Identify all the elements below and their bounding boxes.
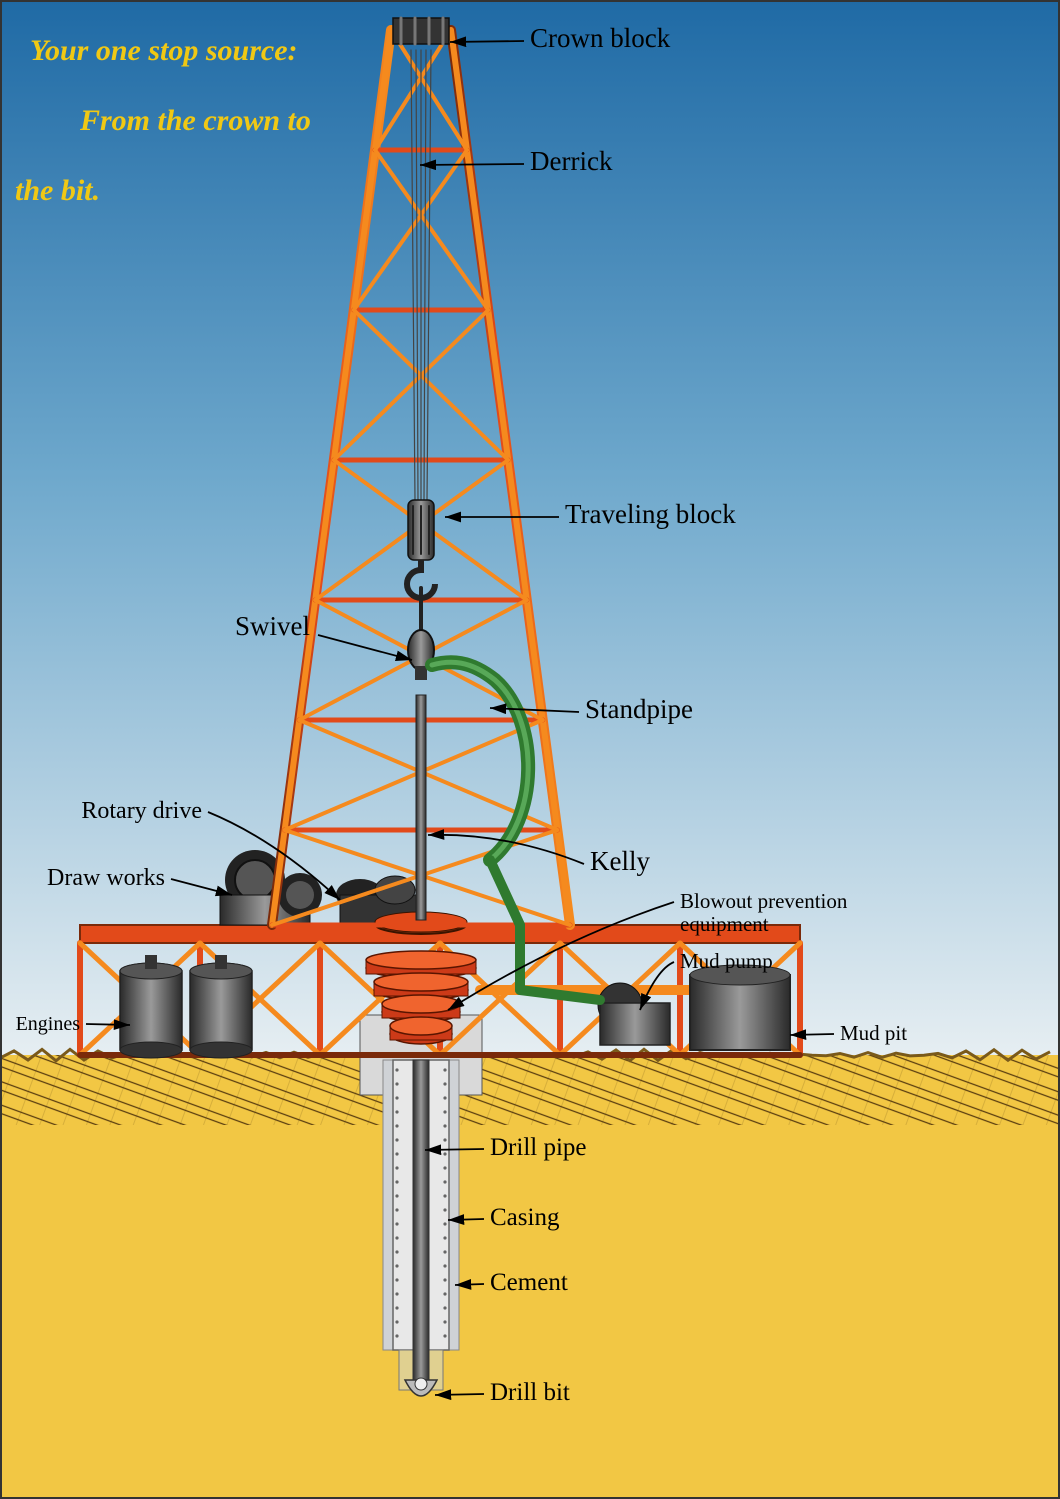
- label-text-draw-works: Draw works: [47, 865, 165, 891]
- label-text-rotary-drive: Rotary drive: [81, 798, 202, 824]
- bop-stack: [390, 1017, 452, 1035]
- traveling-block: [408, 500, 434, 560]
- soil-hatch: [0, 1055, 1060, 1125]
- label-text-derrick: Derrick: [530, 146, 613, 176]
- label-text-mud-pump: Mud pump: [680, 949, 773, 973]
- crown-block: [393, 18, 449, 44]
- label-text-bop: equipment: [680, 912, 769, 936]
- drill-pipe: [413, 1060, 429, 1380]
- label-text-traveling-block: Traveling block: [565, 499, 736, 529]
- engine-2: [190, 955, 252, 1058]
- label-text-engines: Engines: [16, 1013, 81, 1035]
- mud-pit: [690, 965, 790, 1050]
- label-text-swivel: Swivel: [235, 611, 310, 641]
- tagline-line-0: Your one stop source:: [30, 34, 298, 67]
- engine-1: [120, 955, 182, 1058]
- tagline-line-1: From the crown to: [79, 104, 311, 137]
- label-text-crown-block: Crown block: [530, 23, 671, 53]
- tagline-line-2: the bit.: [15, 174, 100, 207]
- drilling-rig-diagram: Crown block Derrick Traveling block Swivel S…: [0, 0, 1060, 1499]
- label-text-casing: Casing: [490, 1204, 560, 1231]
- diagram-svg: Crown block Derrick Traveling block Swivel S…: [0, 0, 1060, 1499]
- kelly: [416, 695, 426, 920]
- label-text-kelly: Kelly: [590, 846, 650, 876]
- label-text-drill-pipe: Drill pipe: [490, 1134, 587, 1161]
- label-text-drill-bit: Drill bit: [490, 1379, 570, 1406]
- label-text-mud-pit: Mud pit: [840, 1021, 907, 1045]
- label-text-cement: Cement: [490, 1269, 568, 1296]
- label-text-bop: Blowout prevention: [680, 889, 848, 913]
- label-text-standpipe: Standpipe: [585, 694, 693, 724]
